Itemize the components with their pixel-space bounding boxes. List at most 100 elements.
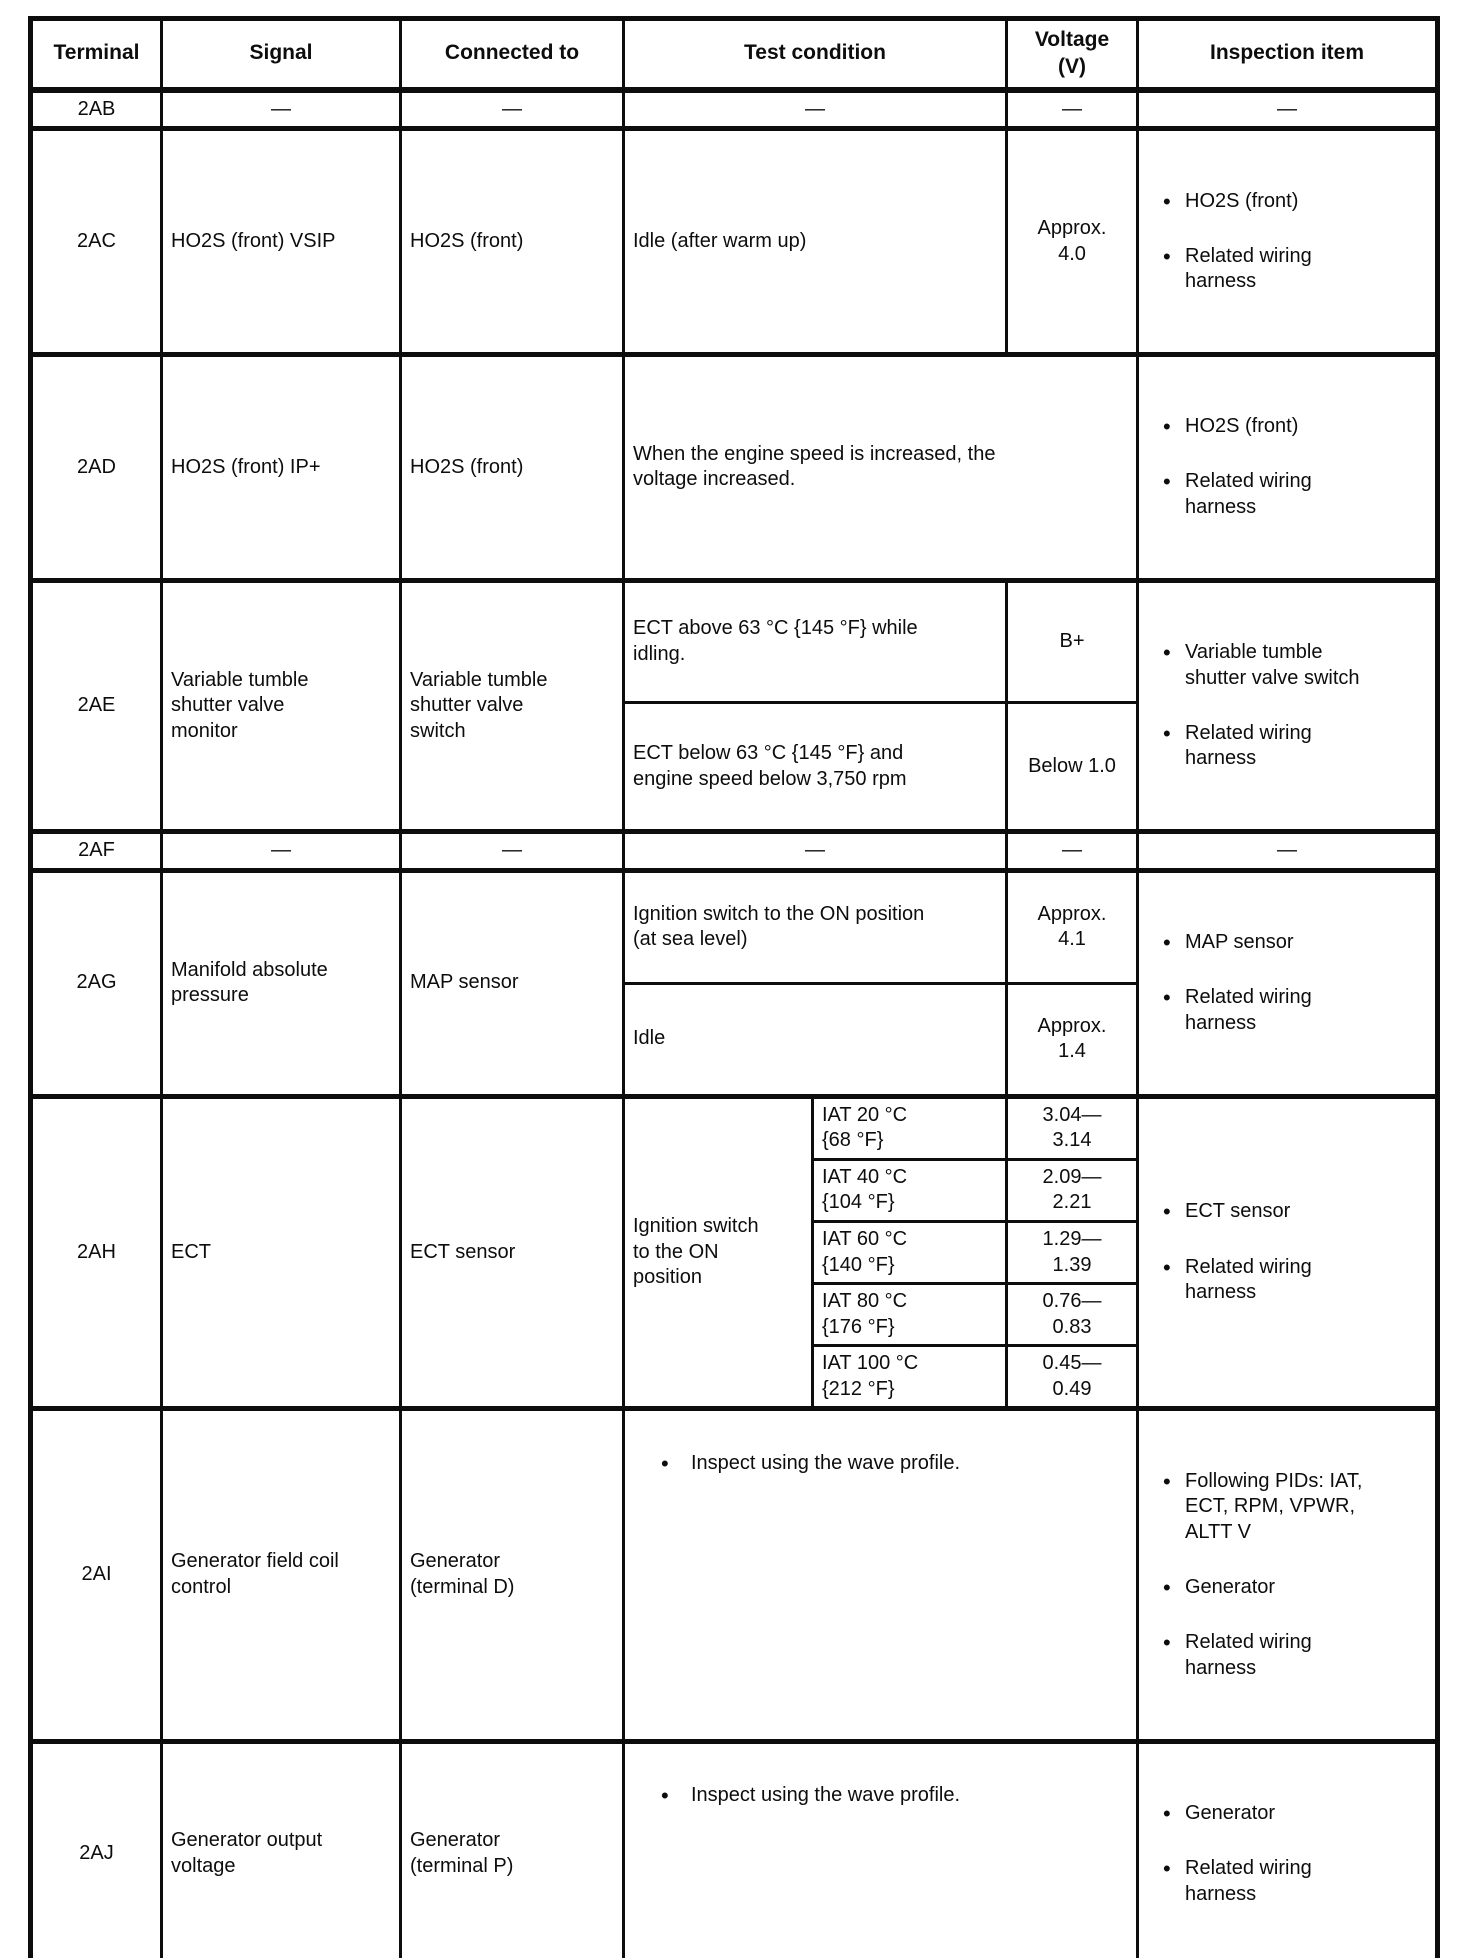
signal-cell: HO2S (front) IP+ xyxy=(160,352,402,582)
table-subrow: IAT 40 °C {104 °F} 2.09— 2.21 xyxy=(31,1157,1438,1223)
inspection-item: ECT sensor xyxy=(1159,1198,1425,1226)
inspection-item: Related wiring harness xyxy=(1159,720,1425,772)
test-condition-cell: ECT below 63 °C {145 °F} and engine spee… xyxy=(622,700,1008,834)
inspection-item: Related wiring harness xyxy=(1159,468,1425,520)
inspection-cell: — xyxy=(1136,829,1439,872)
voltage-cell: 0.76— 0.83 xyxy=(1005,1282,1139,1348)
sub-condition-cell: IAT 60 °C {140 °F} xyxy=(811,1219,1008,1286)
terminal-2ac: 2AC xyxy=(29,126,163,357)
test-condition-cell: When the engine speed is increased, the … xyxy=(622,352,1139,582)
terminal-2ab: 2AB xyxy=(29,87,163,131)
signal-cell: ECT xyxy=(160,1093,402,1411)
signal-cell: Manifold absolute pressure xyxy=(160,867,402,1098)
connected-cell: Variable tumble shutter valve switch xyxy=(399,577,625,834)
sub-condition-cell: IAT 20 °C {68 °F} xyxy=(811,1093,1008,1161)
inspection-cell: Generator Related wiring harness xyxy=(1136,1738,1439,1958)
sub-condition-cell: IAT 40 °C {104 °F} xyxy=(811,1157,1008,1223)
inspection-cell: ECT sensor Related wiring harness xyxy=(1136,1093,1439,1411)
table-subrow: ECT below 63 °C {145 °F} and engine spee… xyxy=(31,700,1438,834)
terminal-2ad: 2AD xyxy=(29,352,163,582)
test-condition-bullet: Inspect using the wave profile. xyxy=(633,1782,1128,1810)
voltage-cell: Approx. 4.0 xyxy=(1005,126,1139,357)
inspection-cell: — xyxy=(1136,87,1439,131)
inspection-item: MAP sensor xyxy=(1159,929,1425,957)
inspection-item: Related wiring harness xyxy=(1159,1855,1425,1907)
table-row: 2AJ Generator output voltage Generator (… xyxy=(29,1738,1439,1958)
connected-cell: HO2S (front) xyxy=(399,352,625,582)
inspection-item: HO2S (front) xyxy=(1159,188,1425,216)
voltage-cell: 3.04— 3.14 xyxy=(1005,1093,1139,1161)
header-terminal: Terminal xyxy=(29,16,163,93)
table-row: 2AH ECT ECT sensor Ignition switch to th… xyxy=(29,1093,1439,1411)
signal-cell: — xyxy=(160,87,402,131)
inspection-cell: MAP sensor Related wiring harness xyxy=(1136,867,1439,1098)
terminal-2ag: 2AG xyxy=(29,867,163,1098)
voltage-cell: 2.09— 2.21 xyxy=(1005,1157,1139,1223)
voltage-cell: B+ xyxy=(1005,577,1139,704)
test-condition-cell: Inspect using the wave profile. xyxy=(622,1406,1139,1743)
table-subrow: IAT 80 °C {176 °F} 0.76— 0.83 xyxy=(31,1282,1438,1348)
signal-cell: — xyxy=(160,829,402,872)
inspection-item: Generator xyxy=(1159,1574,1425,1602)
table-subrow: IAT 100 °C {212 °F} 0.45— 0.49 xyxy=(31,1344,1438,1411)
terminal-voltage-table: Terminal Signal Connected to Test condit… xyxy=(28,16,1440,1958)
test-condition-cell: Ignition switch to the ON position xyxy=(622,1093,814,1411)
connected-cell: Generator (terminal D) xyxy=(399,1406,625,1743)
table-row: 2AC HO2S (front) VSIP HO2S (front) Idle … xyxy=(29,126,1439,357)
inspection-cell: Variable tumble shutter valve switch Rel… xyxy=(1136,577,1439,834)
voltage-cell: — xyxy=(1005,87,1139,131)
inspection-item: HO2S (front) xyxy=(1159,413,1425,441)
signal-cell: Generator field coil control xyxy=(160,1406,402,1743)
signal-cell: HO2S (front) VSIP xyxy=(160,126,402,357)
connected-cell: Generator (terminal P) xyxy=(399,1738,625,1958)
connected-cell: HO2S (front) xyxy=(399,126,625,357)
voltage-cell: Below 1.0 xyxy=(1005,700,1139,834)
inspection-item: Following PIDs: IAT, ECT, RPM, VPWR, ALT… xyxy=(1159,1468,1425,1546)
voltage-cell: — xyxy=(1005,829,1139,872)
table-row: 2AG Manifold absolute pressure MAP senso… xyxy=(29,867,1439,1098)
terminal-2af: 2AF xyxy=(29,829,163,872)
inspection-item: Related wiring harness xyxy=(1159,984,1425,1036)
signal-cell: Generator output voltage xyxy=(160,1738,402,1958)
inspection-item: Related wiring harness xyxy=(1159,243,1425,295)
table-row: 2AB — — — — — xyxy=(29,87,1439,131)
sub-condition-cell: IAT 100 °C {212 °F} xyxy=(811,1344,1008,1411)
sub-condition-cell: IAT 80 °C {176 °F} xyxy=(811,1282,1008,1348)
connected-cell: — xyxy=(399,829,625,872)
voltage-cell: 1.29— 1.39 xyxy=(1005,1219,1139,1286)
header-voltage: Voltage (V) xyxy=(1005,16,1139,93)
voltage-cell: 0.45— 0.49 xyxy=(1005,1344,1139,1411)
terminal-2ae: 2AE xyxy=(29,577,163,834)
header-inspection-item: Inspection item xyxy=(1136,16,1439,93)
test-condition-cell: Idle xyxy=(622,981,1008,1098)
test-condition-cell: Ignition switch to the ON position (at s… xyxy=(622,867,1008,985)
table-row: 2AI Generator field coil control Generat… xyxy=(29,1406,1439,1743)
table-subrow: Idle Approx. 1.4 xyxy=(31,981,1438,1098)
connected-cell: ECT sensor xyxy=(399,1093,625,1411)
test-condition-cell: — xyxy=(622,829,1008,872)
test-condition-bullet: Inspect using the wave profile. xyxy=(633,1450,1128,1478)
voltage-cell: Approx. 1.4 xyxy=(1005,981,1139,1098)
connected-cell: — xyxy=(399,87,625,131)
voltage-cell: Approx. 4.1 xyxy=(1005,867,1139,985)
inspection-item: Generator xyxy=(1159,1800,1425,1828)
table-header-row: Terminal Signal Connected to Test condit… xyxy=(29,16,1439,93)
table-row: 2AD HO2S (front) IP+ HO2S (front) When t… xyxy=(29,352,1439,582)
inspection-cell: Following PIDs: IAT, ECT, RPM, VPWR, ALT… xyxy=(1136,1406,1439,1743)
table-row: 2AE Variable tumble shutter valve monito… xyxy=(29,577,1439,834)
terminal-2aj: 2AJ xyxy=(29,1738,163,1958)
header-connected-to: Connected to xyxy=(399,16,625,93)
inspection-cell: HO2S (front) Related wiring harness xyxy=(1136,352,1439,582)
header-test-condition: Test condition xyxy=(622,16,1008,93)
inspection-item: Variable tumble shutter valve switch xyxy=(1159,639,1425,691)
signal-cell: Variable tumble shutter valve monitor xyxy=(160,577,402,834)
test-condition-cell: Inspect using the wave profile. xyxy=(622,1738,1139,1958)
inspection-item: Related wiring harness xyxy=(1159,1253,1425,1306)
terminal-2ai: 2AI xyxy=(29,1406,163,1743)
table-row: 2AF — — — — — xyxy=(29,829,1439,872)
header-signal: Signal xyxy=(160,16,402,93)
table-subrow: IAT 60 °C {140 °F} 1.29— 1.39 xyxy=(31,1219,1438,1286)
inspection-cell: HO2S (front) Related wiring harness xyxy=(1136,126,1439,357)
test-condition-cell: ECT above 63 °C {145 °F} while idling. xyxy=(622,577,1008,704)
